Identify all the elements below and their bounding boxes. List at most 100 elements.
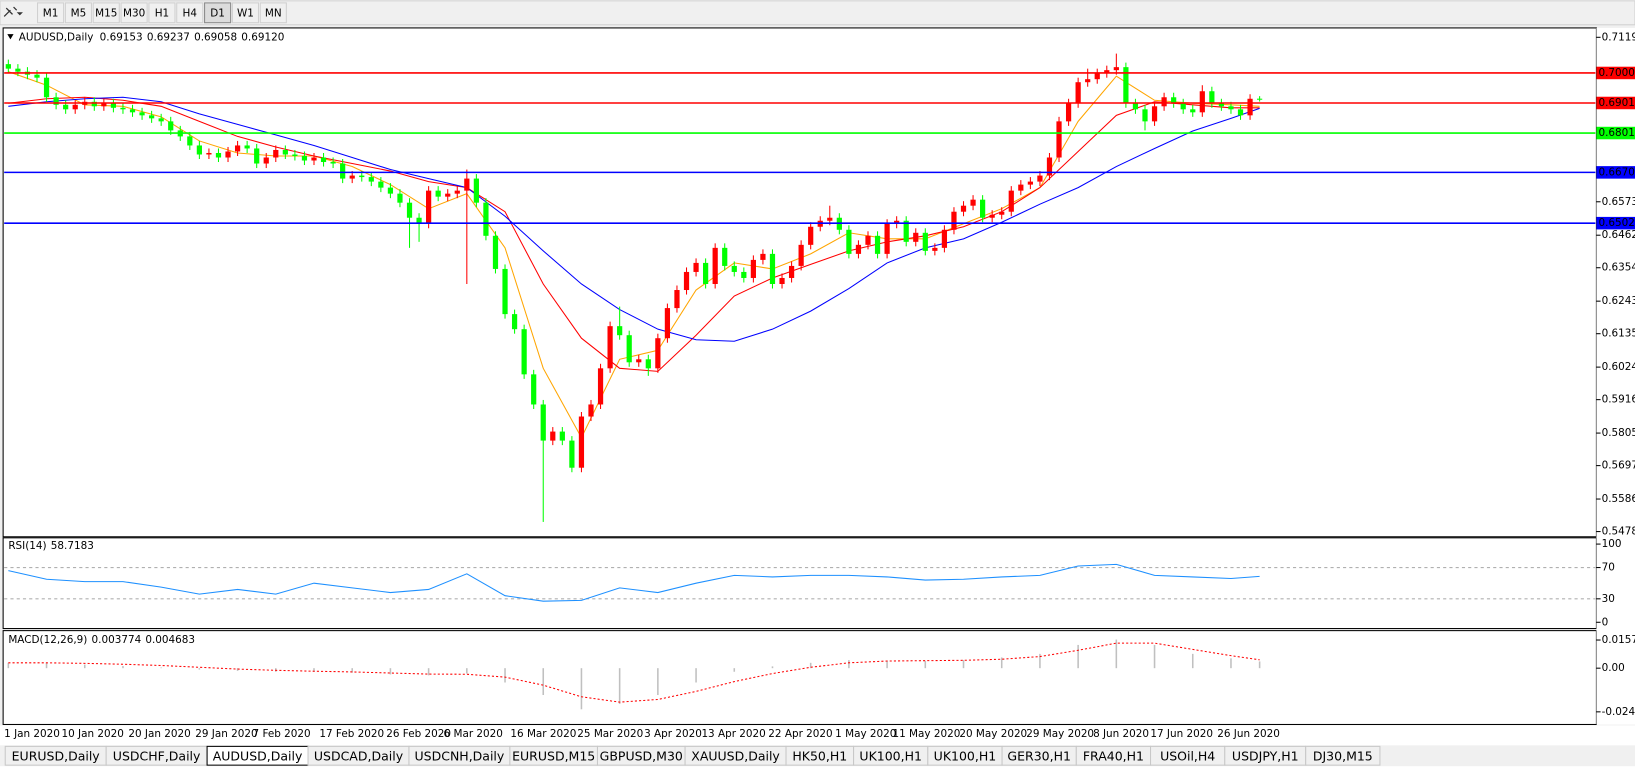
timeframe-button[interactable]: H1 — [148, 2, 176, 24]
x-tick-label: 22 Apr 2020 — [768, 728, 832, 740]
chart-tab[interactable]: USDCHF,Daily — [105, 745, 208, 766]
chart-tab[interactable]: HK50,H1 — [785, 745, 855, 766]
chart-tab[interactable]: UK100,H1 — [927, 745, 1003, 766]
timeframe-button[interactable]: M15 — [92, 2, 120, 24]
chart-tab[interactable]: UK100,H1 — [853, 745, 929, 766]
drawing-tool[interactable] — [3, 6, 23, 17]
candle-body — [1027, 181, 1033, 185]
y-tick-label: 70 — [1602, 562, 1615, 574]
button-label: H4 — [183, 7, 198, 19]
y-tick-label: 0.59160 — [1602, 394, 1635, 406]
indicator-line — [8, 563, 1260, 602]
candle-body — [1199, 91, 1205, 113]
chart-tab[interactable]: DJ30,M15 — [1305, 745, 1381, 766]
candle-body — [922, 232, 928, 251]
chart-tab[interactable]: USDJPY,H1 — [1224, 745, 1307, 766]
toolbar — [0, 0, 1635, 26]
candle-body — [378, 181, 384, 188]
timeframe-button[interactable]: M5 — [64, 2, 92, 24]
candle-body — [798, 244, 804, 266]
x-tick-label: 25 Mar 2020 — [577, 728, 643, 740]
quote-value: 0.69237 — [147, 31, 190, 43]
candle-body — [34, 74, 40, 78]
candle-body — [301, 155, 308, 161]
candle-body — [1237, 109, 1244, 116]
moving-average — [8, 96, 1260, 372]
candle-body — [502, 268, 508, 315]
chart-tab[interactable]: EURUSD,M15 — [509, 745, 599, 766]
candle-body — [215, 152, 222, 158]
y-tick-label: 0.01574 — [1602, 634, 1635, 646]
candle-body — [855, 244, 862, 254]
button-face — [92, 2, 120, 24]
candle-body — [865, 235, 871, 245]
y-tick-label: 0.00 — [1602, 662, 1625, 674]
candle-body — [722, 247, 728, 266]
candle-body — [1018, 184, 1024, 191]
candle-body — [445, 193, 451, 197]
candle-body — [397, 193, 403, 203]
candle-body — [674, 290, 680, 309]
timeframe-button[interactable]: H4 — [176, 2, 204, 24]
chart-tab[interactable]: GBPUSD,M30 — [596, 745, 686, 766]
candle-body — [1065, 103, 1072, 122]
candle-body — [158, 118, 164, 122]
signal-line — [8, 642, 1260, 703]
chart-tab[interactable]: USOil,H4 — [1150, 745, 1226, 766]
y-tick-label: 0.58050 — [1602, 427, 1635, 439]
x-tick-label: 3 Apr 2020 — [644, 728, 702, 740]
timeframe-button[interactable]: M1 — [37, 2, 65, 24]
candle-body — [874, 235, 881, 254]
candle-body — [91, 101, 97, 107]
chart-tab[interactable]: GER30,H1 — [1001, 745, 1077, 766]
x-tick-label: 1 Jan 2020 — [4, 728, 60, 740]
timeframe-button[interactable]: W1 — [231, 2, 260, 24]
candle-body — [788, 265, 795, 278]
chart-tab[interactable]: AUDUSD,Daily — [206, 745, 309, 766]
candle-body — [483, 202, 489, 236]
button-face — [231, 2, 260, 24]
candle-body — [607, 326, 613, 369]
candle-body — [903, 220, 909, 242]
timeframe-button[interactable]: MN — [259, 2, 287, 24]
chart-tab[interactable]: EURUSD,Daily — [4, 745, 107, 766]
chart-header: AUDUSD,Daily 0.69153 0.69237 0.69058 0.69120 — [19, 31, 285, 43]
timeframe-button[interactable]: M30 — [120, 2, 148, 24]
y-tick-label: 30 — [1602, 593, 1615, 605]
chart-tab[interactable]: USDCAD,Daily — [307, 745, 410, 766]
chart-tab[interactable]: FRA40,H1 — [1075, 745, 1152, 766]
candle-body — [464, 178, 470, 191]
candle-body — [913, 232, 919, 242]
tab-label: UK100,H1 — [859, 748, 922, 763]
tab-label: EURUSD,Daily — [12, 748, 101, 763]
candle-body — [1085, 79, 1091, 83]
button-face — [176, 2, 204, 24]
level-label: 0.66706 — [1599, 166, 1635, 178]
header-arrow — [7, 34, 14, 40]
level-label: 0.70007 — [1599, 67, 1635, 79]
candle-body — [244, 145, 250, 149]
macd-panel — [2, 630, 1597, 725]
candle-body — [340, 163, 346, 179]
button-face — [120, 2, 148, 24]
candle-body — [989, 214, 995, 218]
candle-body — [1180, 103, 1186, 110]
candle-body — [693, 262, 699, 272]
timeframe-button[interactable]: D1 — [204, 2, 232, 24]
candle-body — [750, 259, 756, 278]
tab-label: UK100,H1 — [934, 748, 997, 763]
candle-body — [511, 314, 518, 330]
chart-tab[interactable]: XAUUSD,Daily — [684, 745, 787, 766]
candle-body — [578, 416, 585, 468]
y-tick-label: 0.56970 — [1602, 460, 1635, 472]
indicator-value: 0.004683 — [145, 634, 195, 646]
candle-body — [951, 211, 957, 230]
candle-body — [368, 177, 374, 182]
candle-body — [473, 178, 479, 203]
tab-label: USDCAD,Daily — [314, 748, 404, 763]
chart-tab[interactable]: USDCNH,Daily — [408, 745, 511, 766]
candle-body — [168, 121, 174, 131]
candle-body — [206, 152, 212, 155]
tab-label: GBPUSD,M30 — [600, 748, 683, 763]
candle-body — [636, 359, 642, 363]
